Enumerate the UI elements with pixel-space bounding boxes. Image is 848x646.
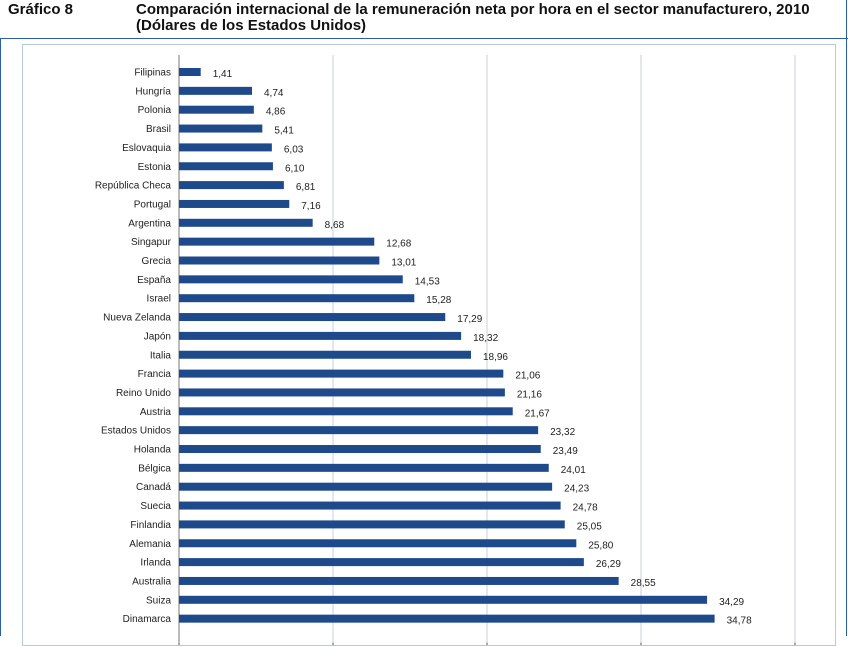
bar	[179, 162, 273, 171]
data-label: 26,29	[596, 559, 621, 570]
category-label: Polonia	[138, 105, 172, 116]
data-label: 4,86	[266, 107, 286, 118]
bar	[179, 124, 263, 133]
data-label: 23,32	[550, 427, 575, 438]
category-label: Austria	[140, 407, 172, 418]
bar	[179, 407, 513, 416]
category-label: Finlandia	[130, 520, 171, 531]
category-label: Alemania	[129, 539, 171, 550]
bar	[179, 595, 708, 604]
bar	[179, 68, 201, 76]
category-label: Suecia	[140, 501, 171, 512]
data-label: 24,23	[564, 484, 589, 495]
frame-left-rule	[0, 38, 1, 636]
data-label: 34,29	[719, 597, 744, 608]
frame-right-rule	[846, 0, 847, 636]
data-label: 13,01	[391, 258, 416, 269]
data-label: 14,53	[415, 276, 440, 287]
category-label: Portugal	[134, 199, 171, 210]
bar	[179, 331, 462, 340]
chart-panel: Filipinas 1,41 Hungría 4,74 Polonia 4,86 Brasi…	[22, 44, 836, 646]
category-label: Hungría	[135, 86, 171, 97]
data-label: 25,80	[588, 540, 613, 551]
data-label: 7,16	[301, 201, 321, 212]
data-label: 21,16	[517, 389, 542, 400]
bar	[179, 86, 252, 95]
category-label: Estados Unidos	[101, 426, 171, 437]
bar	[179, 294, 415, 303]
data-label: 4,74	[264, 88, 284, 99]
bar	[179, 199, 290, 208]
data-label: 25,05	[577, 521, 602, 532]
bar	[179, 369, 504, 378]
category-label: Australia	[132, 576, 171, 587]
category-label: Italia	[150, 350, 172, 361]
bar	[179, 463, 549, 472]
category-label: Irlanda	[140, 558, 171, 569]
bar	[179, 388, 505, 397]
bar	[179, 614, 715, 623]
category-label: Israel	[147, 294, 171, 305]
data-label: 34,78	[727, 616, 752, 627]
bar	[179, 445, 541, 453]
category-label: Reino Unido	[116, 388, 171, 399]
data-label: 24,01	[561, 465, 586, 476]
data-label: 1,41	[213, 69, 233, 80]
data-label: 12,68	[386, 239, 411, 250]
bar	[179, 501, 561, 510]
data-label: 8,68	[325, 220, 345, 231]
figure-number: Gráfico 8	[8, 1, 74, 18]
data-label: 24,78	[573, 503, 598, 514]
bar	[179, 576, 619, 585]
category-label: Japón	[144, 331, 171, 342]
data-label: 21,06	[515, 371, 540, 382]
category-label: Dinamarca	[123, 614, 172, 625]
category-label: Holanda	[134, 445, 172, 456]
bar	[179, 539, 577, 548]
data-label: 6,81	[296, 182, 316, 193]
category-label: Estonia	[138, 162, 172, 173]
bar	[179, 558, 584, 567]
bar	[179, 256, 380, 265]
bar	[179, 143, 272, 152]
data-label: 28,55	[631, 578, 656, 589]
category-label: Canadá	[136, 482, 171, 493]
category-label: Singapur	[131, 237, 172, 248]
bar	[179, 237, 375, 246]
bar	[179, 350, 471, 359]
category-label: Eslovaquia	[122, 143, 171, 154]
category-label: Nueva Zelanda	[103, 313, 171, 324]
bar	[179, 313, 446, 322]
bar	[179, 181, 284, 190]
bar	[179, 275, 403, 284]
category-label: Suiza	[146, 595, 171, 606]
bar-chart: Filipinas 1,41 Hungría 4,74 Polonia 4,86 Brasi…	[95, 55, 796, 645]
category-label: República Checa	[95, 181, 172, 192]
data-label: 15,28	[426, 295, 451, 306]
category-label: Brasil	[146, 124, 171, 135]
frame-top-rule	[0, 38, 848, 39]
data-label: 6,10	[285, 163, 305, 174]
category-label: España	[137, 275, 171, 286]
data-label: 18,32	[473, 333, 498, 344]
bar	[179, 482, 553, 491]
data-label: 17,29	[457, 314, 482, 325]
bar	[179, 426, 539, 435]
data-label: 6,03	[284, 144, 304, 155]
bar	[179, 520, 565, 529]
data-label: 23,49	[553, 446, 578, 457]
category-label: Argentina	[128, 218, 171, 229]
category-label: Bélgica	[138, 463, 171, 474]
chart-title: Comparación internacional de la remunera…	[136, 1, 810, 34]
data-label: 5,41	[274, 126, 294, 137]
category-label: Grecia	[142, 256, 172, 267]
data-label: 18,96	[483, 352, 508, 363]
category-label: Francia	[138, 369, 172, 380]
category-label: Filipinas	[134, 68, 171, 79]
bar	[179, 105, 254, 114]
data-label: 21,67	[525, 408, 550, 419]
bar	[179, 218, 313, 227]
